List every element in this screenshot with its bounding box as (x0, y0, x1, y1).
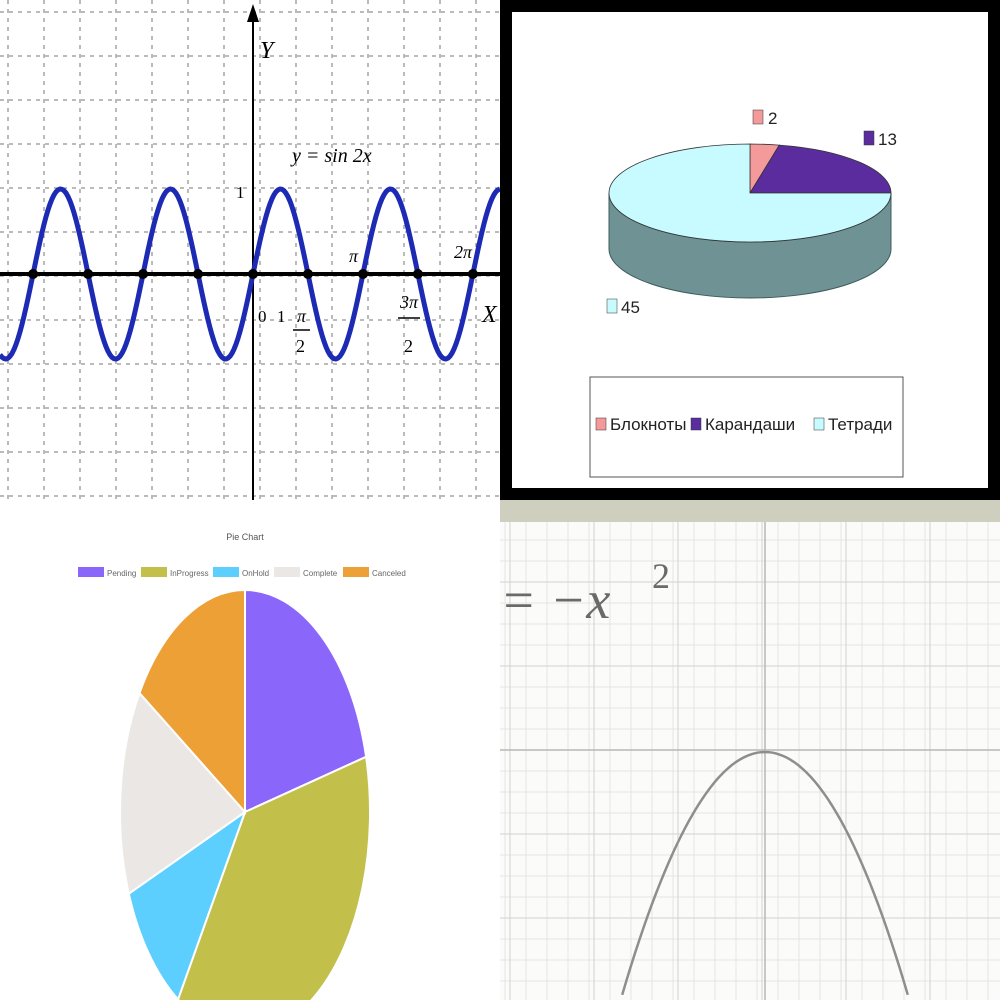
pie2d-legend-swatch-5 (343, 567, 369, 577)
sine-tick-one: 1 (236, 183, 245, 202)
pie3d-value-label-3: 45 (621, 298, 640, 317)
pie3d-legend (589, 376, 904, 478)
sine-label-pi: π (349, 246, 359, 266)
pie3d-legend-swatch-3 (813, 417, 825, 431)
pie2d-slice-2 (176, 755, 371, 1000)
pie3d-value-label-1: 2 (768, 109, 777, 128)
pie3d-legend-label-3: Тетради (828, 415, 892, 434)
sine-zero-point (83, 269, 94, 279)
pie2d-slice-1 (244, 588, 368, 814)
pie3d-value-label-2: 13 (878, 130, 897, 149)
sine-zero-point (303, 269, 313, 279)
sine-curve (0, 186, 500, 362)
pie3d-value-marker-3 (606, 298, 618, 314)
pie2d-slice-4 (119, 691, 247, 896)
sine-zero-point (193, 269, 203, 279)
sine-zero-point (248, 269, 258, 279)
pie2d-legend-label-5: Canceled (372, 569, 406, 578)
sine-tick-one-x: 1 (277, 307, 286, 326)
pie2d-chart: Pie Chart Pending InProgress OnHold Comp… (78, 532, 406, 1000)
sine-chart-panel: Y X y = sin 2x 1 0 1 π 2 π 3π 2 2π (0, 0, 500, 500)
parabola-chart: = −x 2 (500, 500, 1000, 1000)
pie2d-slice-5 (138, 588, 246, 815)
pie2d-legend-swatch-2 (141, 567, 167, 577)
pie3d-chart-panel: 2 13 45 Блокноты Карандаши Тетради (500, 0, 1000, 500)
sine-chart: Y X y = sin 2x 1 0 1 π 2 π 3π 2 2π (0, 0, 500, 500)
sine-y-label: Y (260, 38, 276, 64)
sine-label-2pi: 2π (454, 242, 473, 262)
pie2d-slice-3 (127, 809, 248, 1000)
sine-y-arrow-icon (247, 4, 259, 22)
sine-zero-point (412, 269, 423, 279)
parabola-equation: = −x (500, 570, 610, 630)
parabola-top-strip (500, 500, 1000, 522)
sine-zero-point (28, 269, 39, 279)
sine-label-pi-half-num: π (297, 306, 307, 326)
sine-zero-point (467, 269, 478, 279)
pie2d-legend: Pending InProgress OnHold Complete Cance… (78, 567, 406, 578)
sine-label-pi-half-den: 2 (296, 336, 305, 356)
pie2d-legend-swatch-1 (78, 567, 104, 577)
pie3d-legend-swatch-2 (690, 417, 702, 431)
pie3d-slices (608, 143, 892, 299)
pie3d-value-marker-1 (752, 109, 764, 125)
pie2d-title: Pie Chart (226, 532, 264, 542)
parabola-curve (621, 750, 909, 996)
pie2d-legend-label-1: Pending (107, 569, 136, 578)
pie3d-slice-2 (749, 144, 892, 194)
pie2d-legend-label-2: InProgress (170, 569, 209, 578)
parabola-equation-exponent: 2 (652, 556, 670, 596)
sine-label-3pi-half-den: 2 (404, 336, 413, 356)
sine-zero-markers (28, 269, 478, 279)
sine-zero-point (358, 269, 368, 279)
pie2d-legend-label-4: Complete (303, 569, 338, 578)
parabola-grid (500, 522, 1000, 1000)
pie2d-legend-label-3: OnHold (242, 569, 269, 578)
pie3d-slice-3 (608, 143, 892, 243)
pie2d-chart-panel: Pie Chart Pending InProgress OnHold Comp… (0, 500, 500, 1000)
pie2d-slices (119, 588, 371, 1000)
pie3d-value-marker-2 (863, 130, 875, 146)
sine-zero-point (138, 269, 148, 279)
sine-x-label: X (481, 302, 498, 328)
pie2d-legend-swatch-4 (274, 567, 300, 577)
pie3d-legend-label-1: Блокноты (610, 415, 686, 434)
sine-label-3pi-half-num: 3π (399, 292, 419, 312)
pie3d-legend-label-2: Карандаши (705, 415, 795, 434)
sine-tick-zero: 0 (258, 307, 267, 326)
pie3d-legend-swatch-1 (595, 417, 607, 431)
parabola-chart-panel: = −x 2 (500, 500, 1000, 1000)
sine-equation: y = sin 2x (290, 145, 372, 167)
sine-grid (0, 0, 500, 500)
pie3d-chart: 2 13 45 Блокноты Карандаши Тетради (512, 12, 988, 488)
pie2d-legend-swatch-3 (213, 567, 239, 577)
